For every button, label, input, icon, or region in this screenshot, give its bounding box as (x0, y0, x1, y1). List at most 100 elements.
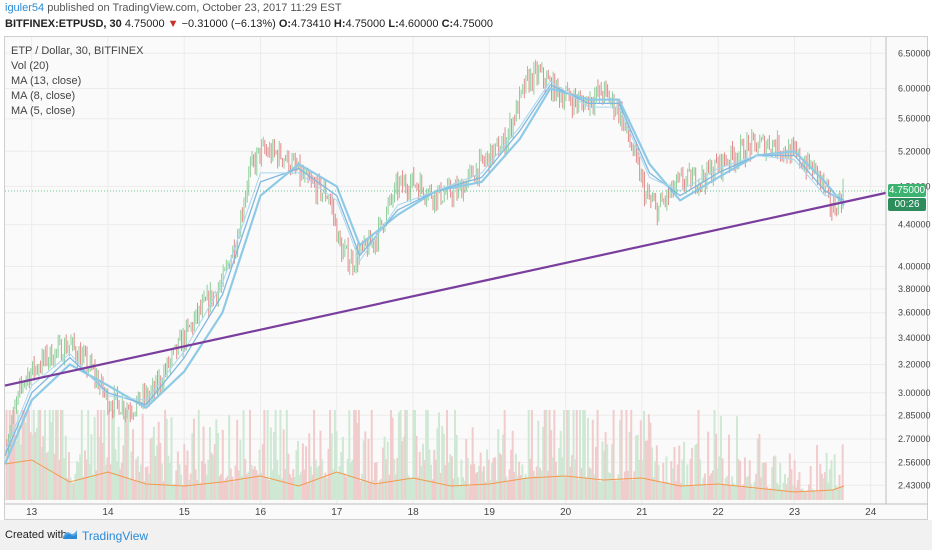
volume-bar (335, 431, 338, 500)
volume-bar (777, 484, 780, 500)
volume-bar (809, 466, 812, 500)
chart-legend: ETP / Dollar, 30, BITFINEX Vol (20) MA (… (11, 44, 143, 119)
volume-bar (39, 410, 42, 500)
volume-bar (723, 484, 726, 500)
moving-averages (3, 80, 845, 465)
volume-bar (303, 469, 306, 500)
volume-bar (128, 478, 131, 500)
y-tick-label: 3.40000 (898, 333, 931, 343)
volume-bar (322, 476, 325, 500)
volume-bar (370, 410, 373, 500)
y-tick-label: 4.00000 (898, 261, 931, 271)
volume-bar (747, 476, 750, 500)
volume-bar (247, 471, 250, 500)
volume-bar (338, 465, 341, 500)
volume-bar (795, 487, 798, 500)
volume-bar (540, 470, 543, 500)
volume-bar (188, 479, 191, 500)
volume-bar (160, 463, 163, 500)
x-tick-label: 14 (102, 507, 114, 518)
publish-info: published on TradingView.com, October 23… (44, 2, 342, 14)
volume-bar (506, 481, 509, 500)
volume-bar (486, 449, 489, 500)
volume-bar (487, 459, 490, 500)
volume-bar (265, 477, 268, 500)
volume-bar (574, 459, 577, 500)
volume-bar (157, 421, 160, 500)
volume-bar (585, 477, 588, 500)
volume-bar (668, 483, 671, 500)
trendline-layer[interactable] (4, 191, 887, 387)
volume-bar (58, 459, 61, 500)
volume-bar (337, 473, 340, 500)
volume-bar (98, 436, 101, 500)
volume-bar (751, 488, 754, 500)
volume-bar (615, 480, 618, 500)
tradingview-logo-icon[interactable] (62, 528, 78, 540)
volume-bar (253, 466, 256, 500)
volume-bar (325, 477, 328, 500)
volume-bar (643, 410, 646, 500)
volume-bar (189, 473, 192, 500)
tradingview-link[interactable]: TradingView (82, 529, 149, 543)
volume-bar (609, 473, 612, 500)
volume-bar (348, 410, 351, 500)
volume-bar (333, 410, 336, 500)
legend-ma5: MA (5, close) (11, 105, 76, 117)
volume-bar (774, 455, 777, 500)
volume-bar (162, 481, 165, 500)
volume-bar (569, 466, 572, 500)
volume-bar (840, 487, 843, 500)
volume-bar (611, 444, 614, 500)
volume-bar (535, 466, 538, 500)
volume-bar (284, 468, 287, 500)
volume-bar (357, 410, 360, 500)
volume-bar (590, 469, 593, 500)
volume-bar (116, 460, 119, 500)
volume-bar (289, 474, 292, 500)
ma-line-5 (4, 80, 844, 453)
volume-bar (391, 417, 394, 500)
legend-title: ETP / Dollar, 30, BITFINEX (11, 45, 144, 57)
volume-bar (53, 453, 56, 500)
volume-bar (88, 463, 91, 500)
volume-bar (305, 446, 308, 500)
trendline[interactable] (4, 191, 887, 387)
volume-bar (473, 463, 476, 500)
volume-bar (707, 431, 710, 500)
volume-bar (702, 477, 705, 500)
volume-bar (295, 450, 298, 500)
volume-bar (381, 447, 384, 500)
author-link[interactable]: iguler54 (5, 2, 45, 14)
volume-bar (274, 410, 277, 500)
volume-bar (452, 478, 455, 500)
grid-lines (5, 37, 886, 504)
volume-bar (465, 439, 468, 500)
volume-bar (327, 448, 330, 500)
volume-bar (146, 466, 149, 500)
volume-bar (516, 475, 519, 500)
volume-bar (183, 443, 186, 500)
volume-bar (215, 419, 218, 500)
volume-bars (4, 410, 845, 500)
volume-bar (260, 472, 263, 500)
volume-bar (756, 438, 759, 500)
volume-bar (798, 472, 801, 500)
volume-bar (519, 474, 522, 500)
volume-bar (362, 440, 365, 500)
volume-bar (510, 449, 513, 500)
down-arrow-icon: ▼ (167, 18, 179, 30)
volume-bar (367, 439, 370, 500)
volume-bar (673, 447, 676, 500)
volume-bar (806, 490, 809, 500)
volume-bar (732, 483, 735, 500)
volume-bar (273, 431, 276, 500)
volume-ma-line (4, 459, 845, 493)
volume-bar (679, 482, 682, 500)
volume-bar (67, 452, 70, 500)
volume-bar (285, 410, 288, 500)
volume-bar (56, 410, 59, 500)
volume-bar (426, 410, 429, 500)
volume-bar (61, 410, 64, 500)
